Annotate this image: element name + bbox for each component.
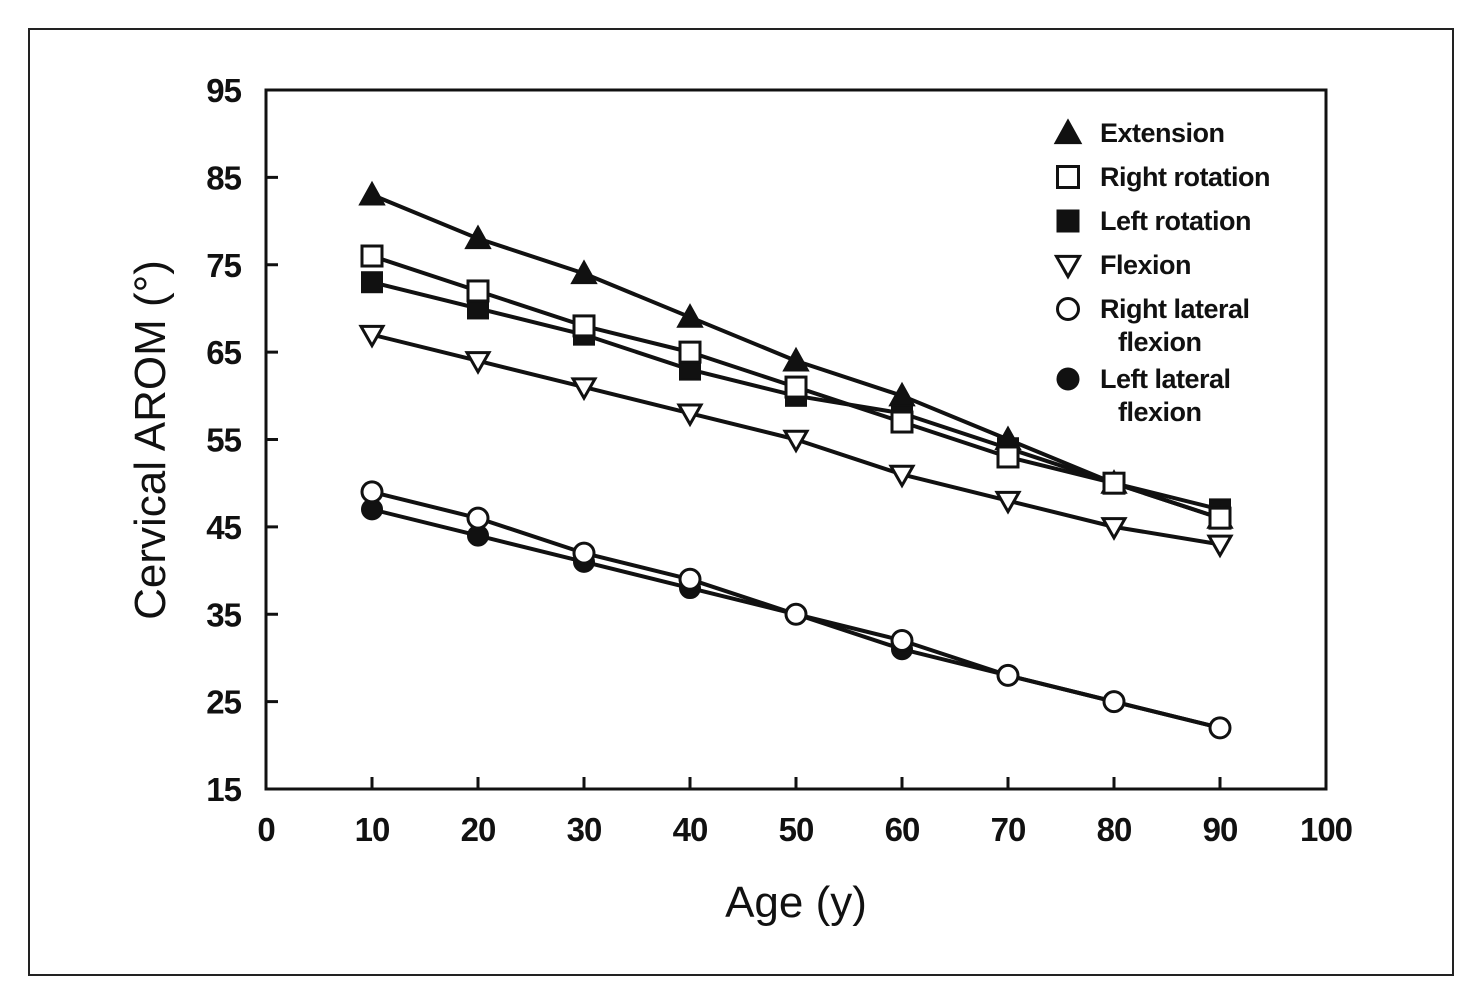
data-point-right-lateral-flexion [890,628,914,652]
data-point-right-rotation [360,244,384,268]
legend-label-right-lateral-flexion: Right lateral [1100,294,1250,324]
y-tick-label: 95 [206,72,241,109]
legend-label-right-rotation: Right rotation [1100,162,1270,192]
x-tick-label: 50 [779,811,814,848]
series-markers [358,180,1234,740]
x-tick-label: 100 [1300,811,1352,848]
series-lines [371,193,1221,730]
data-point-flexion [464,351,492,375]
data-point-extension [888,381,916,407]
y-tick-label: 85 [206,159,241,196]
data-point-right-lateral-flexion [678,567,702,591]
data-point-right-rotation [996,445,1020,469]
legend: Extension Right rotation Left rotation Flex… [1053,118,1270,427]
x-tick-label: 30 [567,811,602,848]
y-tick-label: 15 [206,771,241,808]
y-axis-title: Cervical AROM (°) [126,260,175,620]
x-axis-ticks: 0 10 20 30 40 50 60 70 80 90 100 [257,777,1353,848]
data-point-right-lateral-flexion [572,541,596,565]
data-point-right-lateral-flexion [1208,716,1232,740]
y-tick-label: 45 [206,509,241,546]
x-tick-label: 20 [461,811,496,848]
data-point-left-rotation [361,271,383,294]
data-point-flexion [782,429,810,454]
y-tick-label: 25 [206,684,241,721]
data-point-extension [782,346,810,372]
data-point-right-lateral-flexion [360,480,384,504]
legend-marker-right-rotation [1056,165,1080,189]
data-point-flexion [358,324,386,349]
data-point-flexion [888,464,916,489]
data-point-right-rotation [1208,506,1232,530]
data-point-right-lateral-flexion [996,663,1020,687]
data-point-right-lateral-flexion [784,602,808,626]
legend-label-left-lateral-flexion: flexion [1118,397,1202,427]
legend-label-flexion: Flexion [1100,250,1191,280]
x-tick-label: 60 [885,811,920,848]
legend-marker-right-lateral-flexion [1056,297,1080,321]
y-tick-label: 55 [206,422,241,459]
legend-marker-left-lateral-flexion [1056,367,1080,391]
data-point-extension [358,180,386,206]
data-point-flexion [1206,534,1234,559]
data-point-extension [570,259,598,285]
data-point-flexion [994,490,1022,515]
data-point-extension [676,303,704,328]
legend-marker-extension [1053,118,1083,145]
y-tick-label: 65 [206,334,241,371]
x-tick-label: 70 [991,811,1026,848]
y-tick-label: 75 [206,247,241,284]
x-tick-label: 80 [1097,811,1132,848]
x-axis-title: Age (y) [725,878,867,927]
legend-marker-left-rotation [1056,209,1080,233]
x-tick-label: 90 [1203,811,1238,848]
data-point-flexion [676,403,704,428]
legend-marker-flexion [1053,254,1083,280]
data-point-right-lateral-flexion [1102,690,1126,714]
legend-label-right-lateral-flexion: flexion [1118,327,1202,357]
data-point-right-rotation [572,314,596,338]
data-point-right-rotation [784,375,808,399]
legend-label-extension: Extension [1100,118,1225,148]
data-point-flexion [1100,517,1128,541]
data-point-right-lateral-flexion [466,506,490,530]
y-tick-label: 35 [206,596,241,633]
data-point-flexion [570,377,598,402]
data-point-right-rotation [890,410,914,434]
x-tick-label: 40 [673,811,708,848]
x-tick-label: 10 [355,811,390,848]
data-point-right-rotation [678,340,702,364]
data-point-right-rotation [466,279,490,303]
legend-label-left-lateral-flexion: Left lateral [1100,364,1231,394]
figure-frame [28,28,1454,976]
data-point-extension [464,224,492,250]
y-axis-ticks: 15 25 35 45 55 65 75 85 95 [206,72,278,808]
x-tick-label: 0 [257,811,274,848]
data-point-right-rotation [1102,471,1126,495]
legend-label-left-rotation: Left rotation [1100,206,1251,236]
